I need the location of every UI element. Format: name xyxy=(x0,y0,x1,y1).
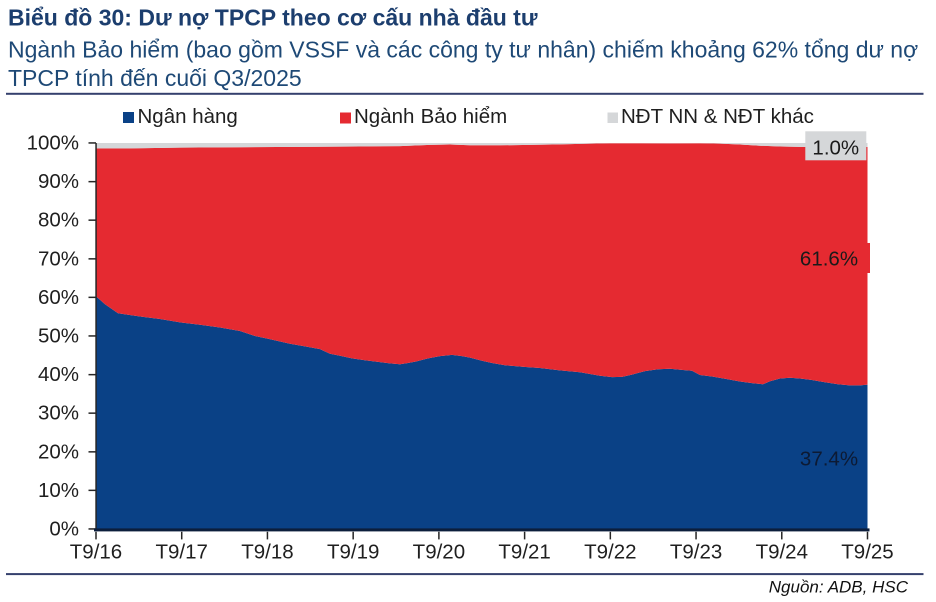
svg-text:T9/17: T9/17 xyxy=(156,541,208,564)
svg-text:T9/25: T9/25 xyxy=(841,541,893,564)
svg-text:10%: 10% xyxy=(38,479,79,502)
svg-text:T9/19: T9/19 xyxy=(327,541,379,564)
svg-text:37.4%: 37.4% xyxy=(800,448,858,471)
svg-text:1.0%: 1.0% xyxy=(812,136,859,159)
svg-text:T9/21: T9/21 xyxy=(498,541,550,564)
svg-text:Ngành: Ngành xyxy=(354,105,414,128)
svg-text:80%: 80% xyxy=(38,209,79,232)
svg-text:30%: 30% xyxy=(38,402,79,425)
svg-text:40%: 40% xyxy=(38,363,79,386)
svg-text:90%: 90% xyxy=(38,170,79,193)
svg-text:T9/24: T9/24 xyxy=(756,541,808,564)
svg-text:T9/22: T9/22 xyxy=(584,541,636,564)
svg-text:20%: 20% xyxy=(38,440,79,463)
svg-text:NĐT NN & NĐT khác: NĐT NN & NĐT khác xyxy=(621,105,814,128)
svg-text:T9/23: T9/23 xyxy=(670,541,722,564)
svg-text:70%: 70% xyxy=(38,247,79,270)
svg-text:T9/20: T9/20 xyxy=(413,541,465,564)
svg-text:50%: 50% xyxy=(38,325,79,348)
svg-text:Ngành Bảo hiểm (bao gồm VSSF v: Ngành Bảo hiểm (bao gồm VSSF và các công… xyxy=(8,36,918,62)
svg-text:T9/16: T9/16 xyxy=(70,541,122,564)
svg-text:TPCP tính đến cuối Q3/2025: TPCP tính đến cuối Q3/2025 xyxy=(8,65,302,91)
svg-text:Bảo hiểm: Bảo hiểm xyxy=(421,105,508,128)
svg-text:Ngân hàng: Ngân hàng xyxy=(138,105,238,128)
svg-text:T9/18: T9/18 xyxy=(241,541,293,564)
svg-text:60%: 60% xyxy=(38,286,79,309)
svg-text:0%: 0% xyxy=(49,518,79,541)
svg-text:61.6%: 61.6% xyxy=(800,248,858,271)
svg-text:Nguồn: ADB, HSC: Nguồn: ADB, HSC xyxy=(769,578,909,597)
svg-text:Biểu đồ 30: Dư nợ TPCP theo cơ: Biểu đồ 30: Dư nợ TPCP theo cơ cấu nhà đ… xyxy=(8,5,538,31)
svg-text:100%: 100% xyxy=(27,132,79,155)
